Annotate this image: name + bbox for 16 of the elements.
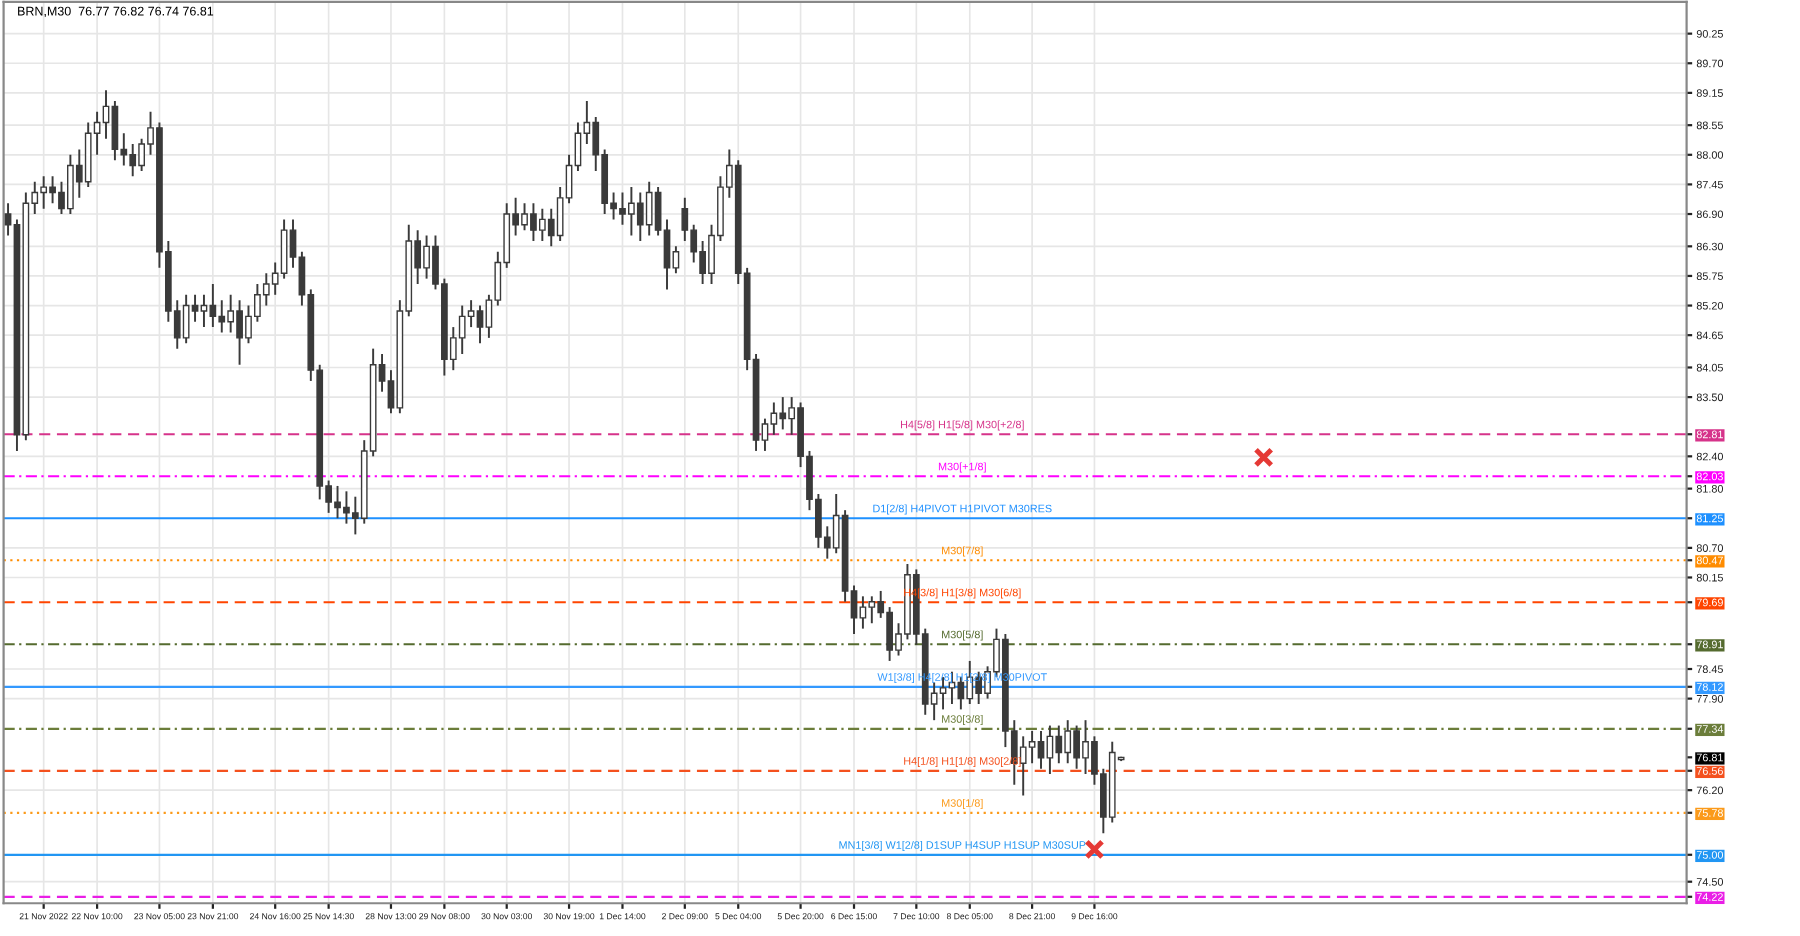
candlestick — [209, 283, 217, 329]
candlestick — [868, 595, 876, 625]
candlestick — [1019, 735, 1027, 797]
candlestick — [458, 304, 466, 355]
candlestick — [1055, 724, 1063, 765]
candlestick — [1028, 729, 1036, 765]
candlestick — [645, 180, 653, 237]
candlestick — [948, 670, 956, 705]
candlestick — [182, 293, 190, 345]
candlestick — [200, 293, 208, 329]
candlestick — [1037, 729, 1045, 770]
candlestick — [476, 304, 484, 345]
candlestick — [770, 401, 778, 436]
candlestick — [280, 218, 288, 280]
candlestick — [1046, 724, 1054, 775]
candlestick — [859, 595, 867, 630]
